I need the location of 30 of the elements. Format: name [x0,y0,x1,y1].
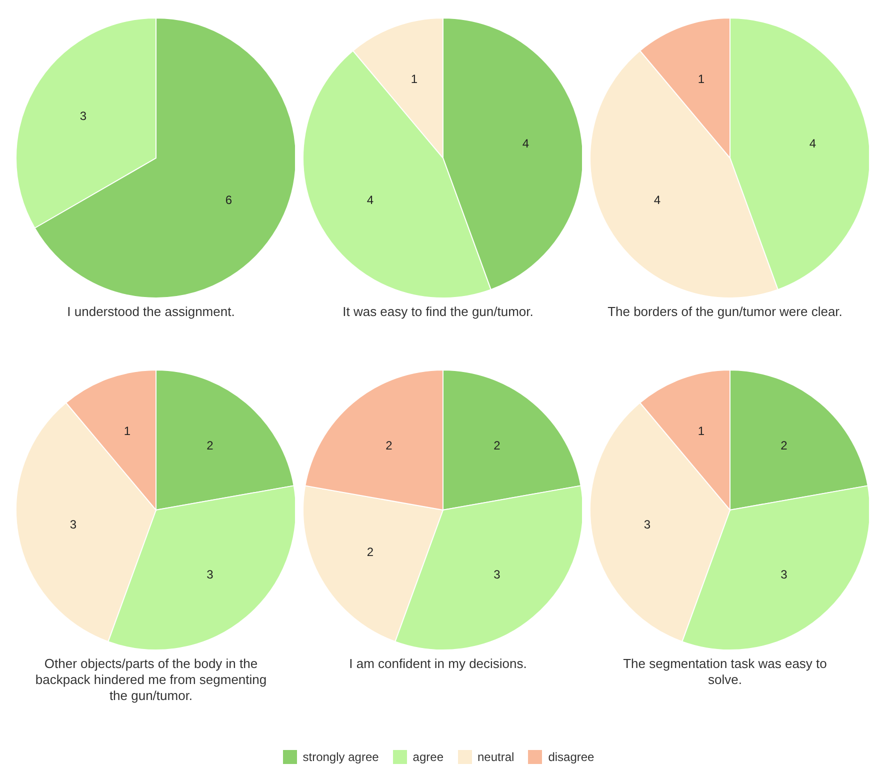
text: I am confident in my decisions. [348,656,528,672]
data-label: 1 [698,424,705,438]
data-label: 3 [780,567,788,582]
data-label: 1 [698,72,705,86]
data-label: 6 [225,193,232,207]
legend-label: strongly agree [302,750,379,764]
data-label: 4 [366,193,374,207]
data-label: 3 [494,567,501,582]
text: The segmentation task was easy to solve. [622,656,828,688]
legend-label: agree [412,750,444,764]
data-label: 3 [80,109,87,123]
data-label: 3 [206,567,214,582]
legend-label: neutral [478,750,514,764]
data-label: 4 [809,136,816,150]
data-label: 2 [494,438,501,453]
legend-label: disagree [548,750,594,764]
text: Other objects/parts of the body in the backpack hindered me from segmenting the gun/tumor. [34,656,268,704]
text: It was easy to find the gun/tumor. [342,304,534,320]
data-label: 2 [386,438,393,453]
data-label: 4 [654,193,661,207]
text: The borders of the gun/tumor were clear. [607,304,843,320]
data-label: 2 [366,545,374,559]
data-label: 3 [70,518,77,532]
data-label: 1 [410,72,418,86]
data-label: 1 [124,424,131,438]
data-label: 2 [780,438,788,453]
data-label: 4 [522,136,530,150]
data-label: 3 [644,518,651,532]
data-label: 2 [206,438,214,453]
text: I understood the assignment. [66,304,236,320]
